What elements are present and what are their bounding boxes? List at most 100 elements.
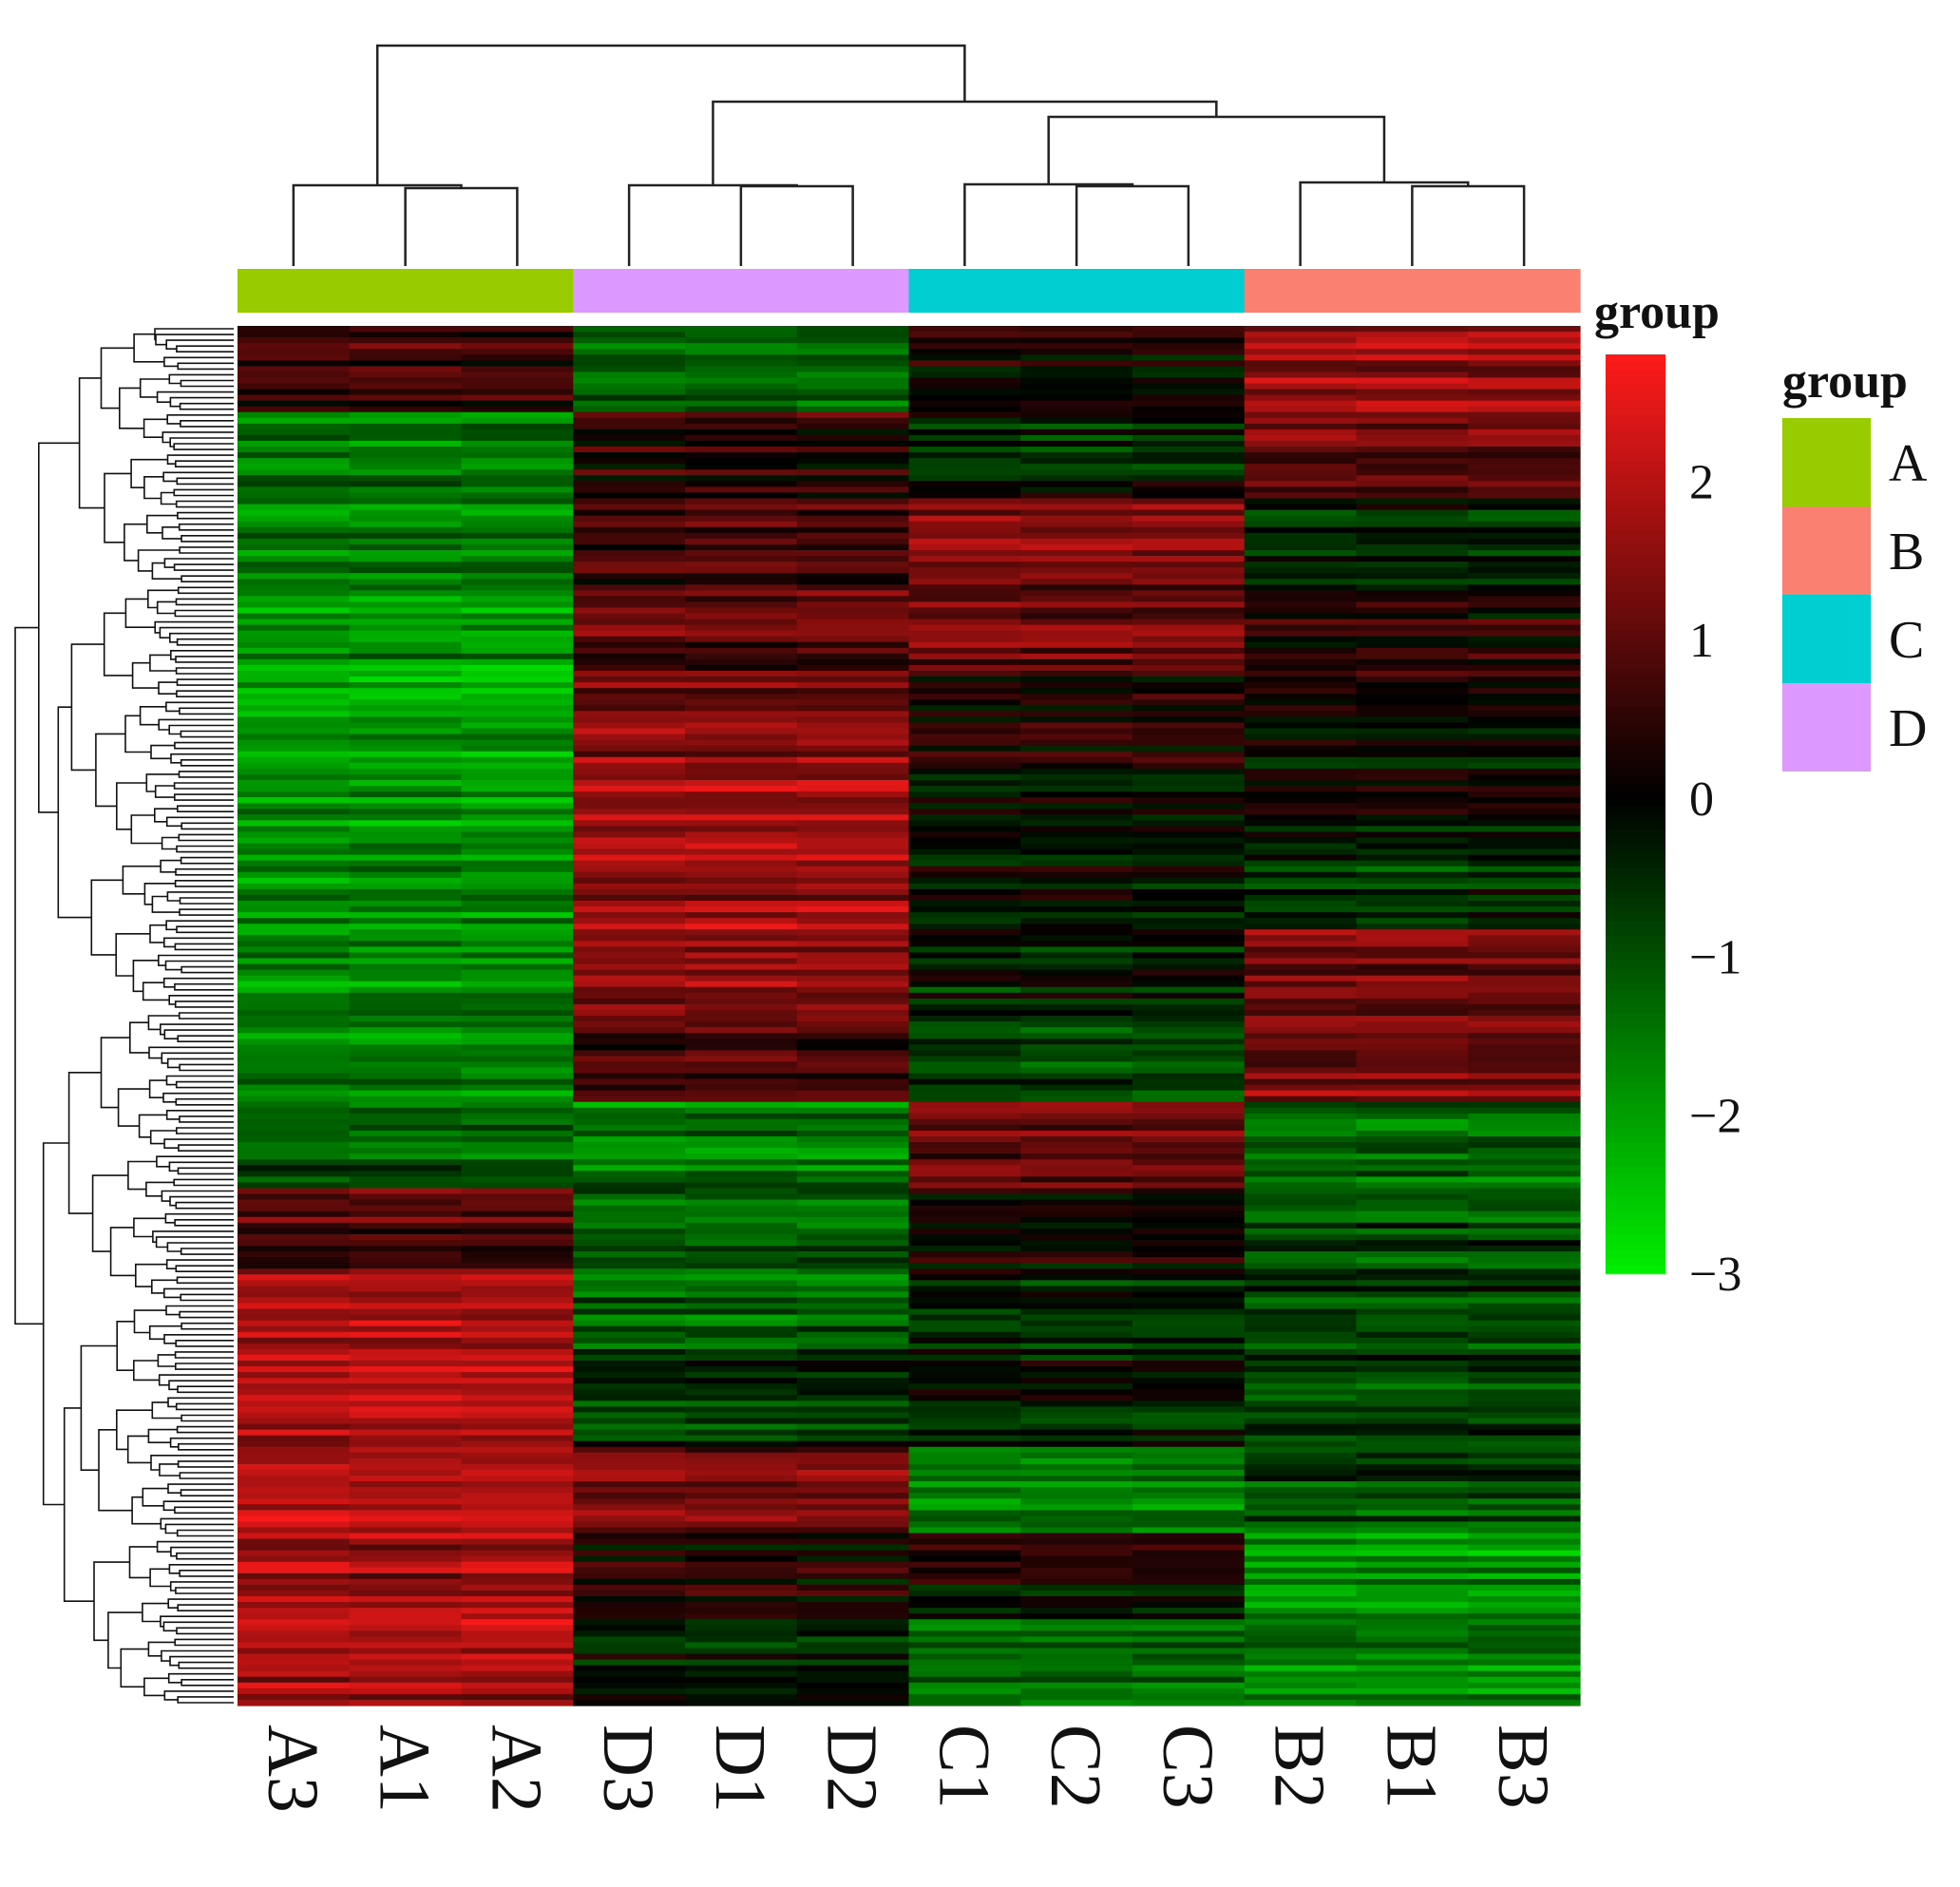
colorbar-step bbox=[1606, 392, 1665, 402]
colorbar-tick-label: −1 bbox=[1689, 931, 1741, 985]
heatmap-cell bbox=[1356, 963, 1469, 971]
heatmap-cell bbox=[349, 1016, 463, 1022]
heatmap-cell bbox=[349, 1039, 463, 1045]
colorbar-step bbox=[1606, 874, 1665, 884]
heatmap-cell bbox=[238, 1504, 351, 1511]
heatmap-cell bbox=[238, 434, 351, 442]
heatmap-cell bbox=[685, 1233, 798, 1241]
heatmap-cell bbox=[796, 751, 910, 758]
heatmap-cell bbox=[908, 998, 1021, 1005]
heatmap-cell bbox=[461, 1113, 574, 1120]
heatmap-cell bbox=[1244, 1228, 1358, 1235]
heatmap-cell bbox=[1132, 734, 1246, 741]
colorbar-step bbox=[1606, 1074, 1665, 1083]
heatmap-cell bbox=[796, 509, 910, 517]
heatmap-cell bbox=[1132, 1625, 1246, 1631]
heatmap-cell bbox=[908, 664, 1021, 672]
heatmap-cell bbox=[1468, 986, 1581, 994]
heatmap-cell bbox=[1468, 751, 1581, 758]
dendrogram-branch bbox=[168, 1161, 234, 1172]
heatmap-cell bbox=[796, 877, 910, 885]
heatmap-cell bbox=[685, 366, 798, 372]
colorbar-step bbox=[1606, 1166, 1665, 1175]
heatmap-cell bbox=[1468, 447, 1581, 453]
heatmap-cell bbox=[573, 434, 686, 442]
heatmap-cell bbox=[1356, 716, 1469, 724]
heatmap-cell bbox=[1356, 1056, 1469, 1062]
heatmap-cell bbox=[685, 1142, 798, 1149]
heatmap-cell bbox=[685, 515, 798, 523]
heatmap-cell bbox=[573, 773, 686, 781]
heatmap-cell bbox=[1244, 762, 1358, 770]
heatmap-cell bbox=[1244, 458, 1358, 465]
heatmap-cell bbox=[1468, 526, 1581, 534]
heatmap-cell bbox=[461, 1653, 574, 1661]
heatmap-cell bbox=[908, 1050, 1021, 1057]
heatmap-cell bbox=[796, 573, 910, 580]
heatmap-cell bbox=[238, 1389, 351, 1396]
colorbar-step bbox=[1606, 1112, 1665, 1121]
heatmap-cell bbox=[573, 1578, 686, 1586]
heatmap-cell bbox=[1244, 1487, 1358, 1494]
heatmap-cell bbox=[1244, 1124, 1358, 1132]
heatmap-cell bbox=[573, 1665, 686, 1672]
heatmap-cell bbox=[1132, 619, 1246, 626]
heatmap-cell bbox=[573, 653, 686, 660]
heatmap-cell bbox=[349, 630, 463, 638]
heatmap-cell bbox=[349, 888, 463, 896]
heatmap-cell bbox=[1468, 366, 1581, 372]
heatmap-cell bbox=[1468, 653, 1581, 660]
heatmap-cell bbox=[796, 1199, 910, 1207]
colorbar-step bbox=[1606, 476, 1665, 486]
heatmap-cell bbox=[796, 912, 910, 919]
heatmap-cell bbox=[573, 1193, 686, 1201]
heatmap-cell bbox=[1244, 1440, 1358, 1448]
heatmap-cell bbox=[573, 441, 686, 448]
dendrogram-branch bbox=[148, 1325, 182, 1341]
heatmap-cell bbox=[349, 1291, 463, 1299]
heatmap-cell bbox=[461, 1659, 574, 1667]
heatmap-cell bbox=[1132, 1286, 1246, 1292]
heatmap-cell bbox=[796, 998, 910, 1005]
heatmap-cell bbox=[573, 573, 686, 580]
heatmap-cell bbox=[238, 1274, 351, 1281]
heatmap-cell bbox=[685, 601, 798, 609]
heatmap-cell bbox=[238, 998, 351, 1005]
heatmap-cell bbox=[461, 711, 574, 717]
heatmap-cell bbox=[238, 860, 351, 867]
heatmap-cell bbox=[908, 1033, 1021, 1039]
heatmap-cell bbox=[908, 417, 1021, 425]
heatmap-cell bbox=[685, 716, 798, 724]
heatmap-cell bbox=[1244, 820, 1358, 827]
heatmap-cell bbox=[349, 1348, 463, 1356]
heatmap-cell bbox=[349, 607, 463, 615]
heatmap-cell bbox=[1356, 1153, 1469, 1160]
heatmap-cell bbox=[1244, 579, 1358, 585]
heatmap-cell bbox=[1132, 624, 1246, 632]
heatmap-cell bbox=[1244, 1268, 1358, 1275]
heatmap-cell bbox=[1020, 906, 1133, 913]
heatmap-cell bbox=[1356, 1061, 1469, 1069]
heatmap-cell bbox=[1356, 1286, 1469, 1292]
heatmap-cell bbox=[908, 543, 1021, 551]
heatmap-cell bbox=[908, 1469, 1021, 1477]
heatmap-cell bbox=[573, 636, 686, 643]
heatmap-cell bbox=[461, 1222, 574, 1229]
heatmap-cell bbox=[685, 1572, 798, 1580]
dendrogram-branch bbox=[138, 1114, 167, 1138]
heatmap-cell bbox=[796, 1222, 910, 1229]
heatmap-cell bbox=[1020, 1625, 1133, 1631]
heatmap-cell bbox=[1468, 682, 1581, 689]
dendrogram-branch bbox=[117, 1088, 150, 1127]
heatmap-cell bbox=[908, 343, 1021, 350]
heatmap-cell bbox=[685, 1061, 798, 1069]
heatmap-cell bbox=[908, 918, 1021, 924]
heatmap-cell bbox=[1244, 1608, 1358, 1614]
heatmap-cell bbox=[1020, 1268, 1133, 1275]
heatmap-cell bbox=[573, 1188, 686, 1195]
heatmap-cell bbox=[1468, 532, 1581, 540]
heatmap-cell bbox=[1468, 1118, 1581, 1126]
heatmap-cell bbox=[685, 1107, 798, 1115]
heatmap-cell bbox=[796, 1078, 910, 1086]
